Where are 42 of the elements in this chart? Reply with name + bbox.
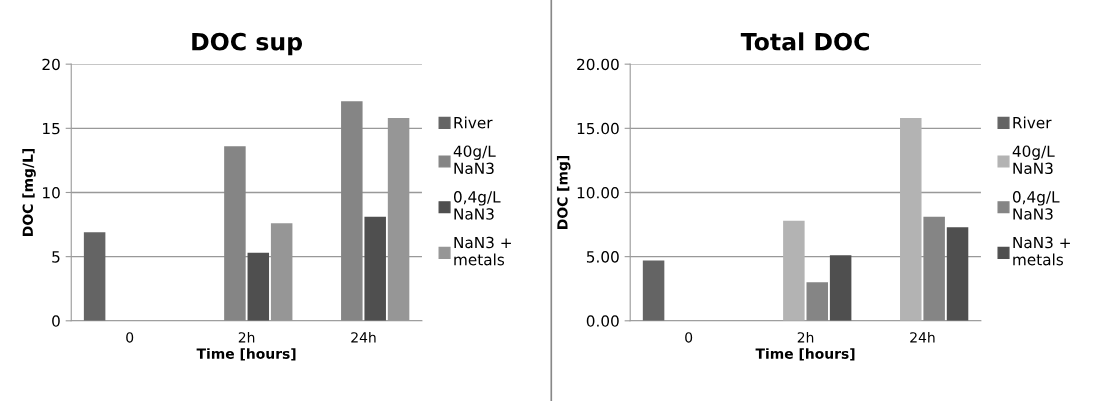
y-tick-label: 20.00: [577, 58, 619, 71]
y-tick-label: 5.00: [586, 251, 619, 263]
bar: [364, 216, 386, 321]
y-tick-label: 10.00: [577, 186, 619, 199]
y-axis-title: DOC [mg/L]: [22, 148, 36, 236]
legend-label: River: [1013, 116, 1052, 129]
y-tick-label: 0.00: [586, 315, 619, 327]
legend-label: 0,4g/L NaN3: [1012, 191, 1060, 220]
chart-title: Total DOC: [740, 32, 869, 51]
x-tick-label: 2h: [797, 331, 814, 343]
x-tick-label: 2h: [238, 331, 255, 343]
legend-label: 40g/L NaN3: [453, 145, 496, 175]
x-axis-title: Time [hours]: [196, 348, 296, 361]
bar: [946, 227, 969, 321]
x-tick-label: 0: [685, 332, 693, 343]
bar: [224, 146, 246, 321]
legend-label: 0,4g/L NaN3: [453, 191, 501, 220]
chart-title: DOC sup: [192, 32, 303, 56]
bar: [247, 252, 270, 321]
y-tick-label: 5: [52, 251, 60, 263]
y-tick-label: 10: [43, 186, 60, 199]
x-axis-title: Time [hours]: [755, 348, 855, 361]
legend-label: NaN3 + metals: [454, 236, 511, 266]
legend-label: River: [454, 116, 493, 129]
y-axis-title: DOC [mg]: [556, 155, 571, 229]
bar: [806, 282, 829, 321]
legend-label: 40g/L NaN3: [1012, 145, 1055, 175]
bar: [829, 255, 852, 321]
bar: [642, 260, 665, 321]
x-tick-label: 24h: [910, 331, 935, 343]
bar: [783, 220, 805, 321]
x-tick-label: 24h: [351, 331, 376, 343]
y-tick-label: 0: [52, 315, 60, 327]
y-tick-label: 15: [43, 122, 60, 135]
bar: [923, 216, 945, 321]
bar: [83, 232, 106, 321]
bar: [341, 101, 363, 321]
bar: [900, 118, 922, 321]
legend-label: NaN3 + metals: [1013, 236, 1070, 266]
y-tick-label: 20: [42, 58, 60, 71]
y-tick-label: 15.00: [577, 122, 619, 135]
x-tick-label: 0: [126, 332, 134, 343]
